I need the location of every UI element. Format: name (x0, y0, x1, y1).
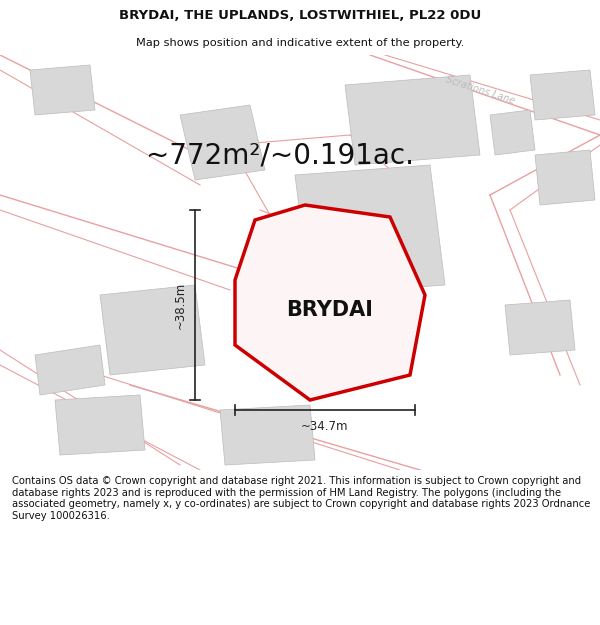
Text: BRYDAI: BRYDAI (287, 300, 373, 320)
Polygon shape (490, 110, 535, 155)
Text: Map shows position and indicative extent of the property.: Map shows position and indicative extent… (136, 38, 464, 48)
Polygon shape (535, 150, 595, 205)
Polygon shape (345, 75, 480, 165)
Polygon shape (55, 395, 145, 455)
Polygon shape (330, 290, 405, 340)
Polygon shape (100, 285, 205, 375)
Text: ~34.7m: ~34.7m (301, 420, 349, 433)
Polygon shape (235, 205, 425, 400)
Polygon shape (35, 345, 105, 395)
Text: Scrations Lane: Scrations Lane (444, 74, 516, 106)
Polygon shape (180, 105, 265, 180)
Polygon shape (220, 405, 315, 465)
Text: ~772m²/~0.191ac.: ~772m²/~0.191ac. (146, 141, 414, 169)
Polygon shape (30, 65, 95, 115)
Text: BRYDAI, THE UPLANDS, LOSTWITHIEL, PL22 0DU: BRYDAI, THE UPLANDS, LOSTWITHIEL, PL22 0… (119, 9, 481, 22)
Text: Contains OS data © Crown copyright and database right 2021. This information is : Contains OS data © Crown copyright and d… (12, 476, 590, 521)
Polygon shape (530, 70, 595, 120)
Polygon shape (505, 300, 575, 355)
Text: ~38.5m: ~38.5m (174, 281, 187, 329)
Polygon shape (295, 165, 445, 295)
